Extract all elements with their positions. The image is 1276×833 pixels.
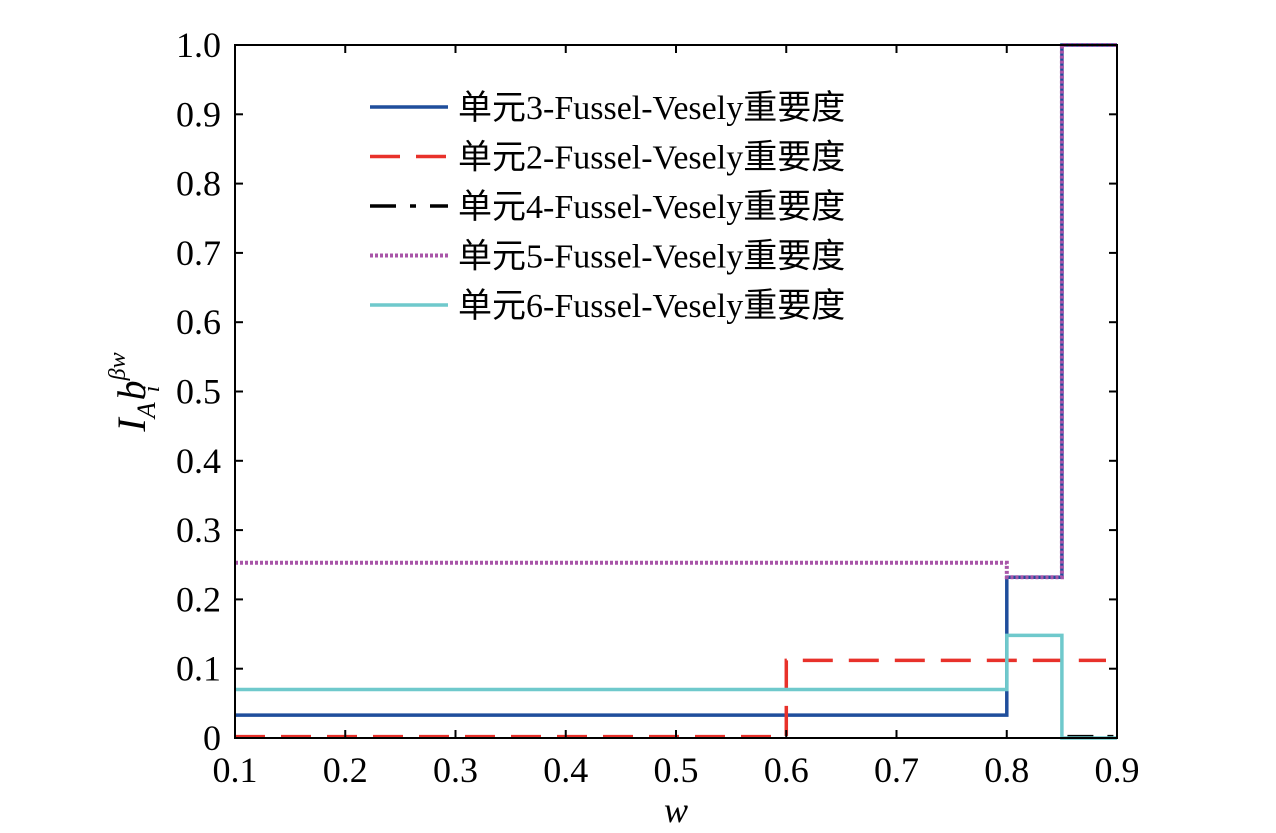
y-tick-label: 0.4 [176, 441, 221, 481]
x-tick-label: 0.8 [984, 750, 1029, 790]
legend: 单元3-Fussel-Vesely重要度单元2-Fussel-Vesely重要度… [370, 89, 845, 325]
x-tick-label: 0.1 [213, 750, 258, 790]
y-tick-label: 0.3 [176, 510, 221, 550]
y-tick-label: 0.9 [176, 94, 221, 134]
y-tick-label: 0.2 [176, 579, 221, 619]
y-label-sub: A [132, 402, 161, 420]
x-tick-label: 0.6 [764, 750, 809, 790]
x-tick-label: 0.9 [1095, 750, 1140, 790]
ticks-layer: 0.1 0.2 0.3 0.4 0.5 0.6 0.7 0.8 0.900.10.20.30.4… [176, 25, 1140, 790]
y-tick-label: 0.6 [176, 302, 221, 342]
legend-label-5: 单元6-Fussel-Vesely重要度 [458, 287, 845, 325]
series-line-5 [235, 633, 1117, 740]
y-label-base: I [109, 417, 154, 433]
legend-label-1: 单元3-Fussel-Vesely重要度 [458, 89, 845, 127]
y-tick-label: 0.5 [176, 372, 221, 412]
legend-label-4: 单元5-Fussel-Vesely重要度 [458, 238, 845, 276]
x-tick-label: 0.4 [543, 750, 588, 790]
y-tick-label: 0.1 [176, 649, 221, 689]
x-tick-label: 0.5 [654, 750, 699, 790]
y-label-sup: βw [105, 352, 131, 381]
y-axis-label: IAbβw i [105, 352, 165, 432]
x-tick-label: 0.7 [874, 750, 919, 790]
series-line-2 [235, 658, 1106, 739]
legend-label-3: 单元4-Fussel-Vesely重要度 [458, 188, 845, 226]
x-axis-label: w [664, 790, 688, 828]
legend-label-2: 单元2-Fussel-Vesely重要度 [458, 139, 845, 177]
y-tick-label: 0.8 [176, 164, 221, 204]
y-label-main: b [109, 380, 154, 400]
y-tick-label: 0 [203, 718, 221, 758]
x-tick-label: 0.2 [323, 750, 368, 790]
y-label-sub2: i [139, 386, 165, 393]
y-tick-label: 1.0 [176, 25, 221, 65]
x-tick-label: 0.3 [433, 750, 478, 790]
y-tick-label: 0.7 [176, 233, 221, 273]
